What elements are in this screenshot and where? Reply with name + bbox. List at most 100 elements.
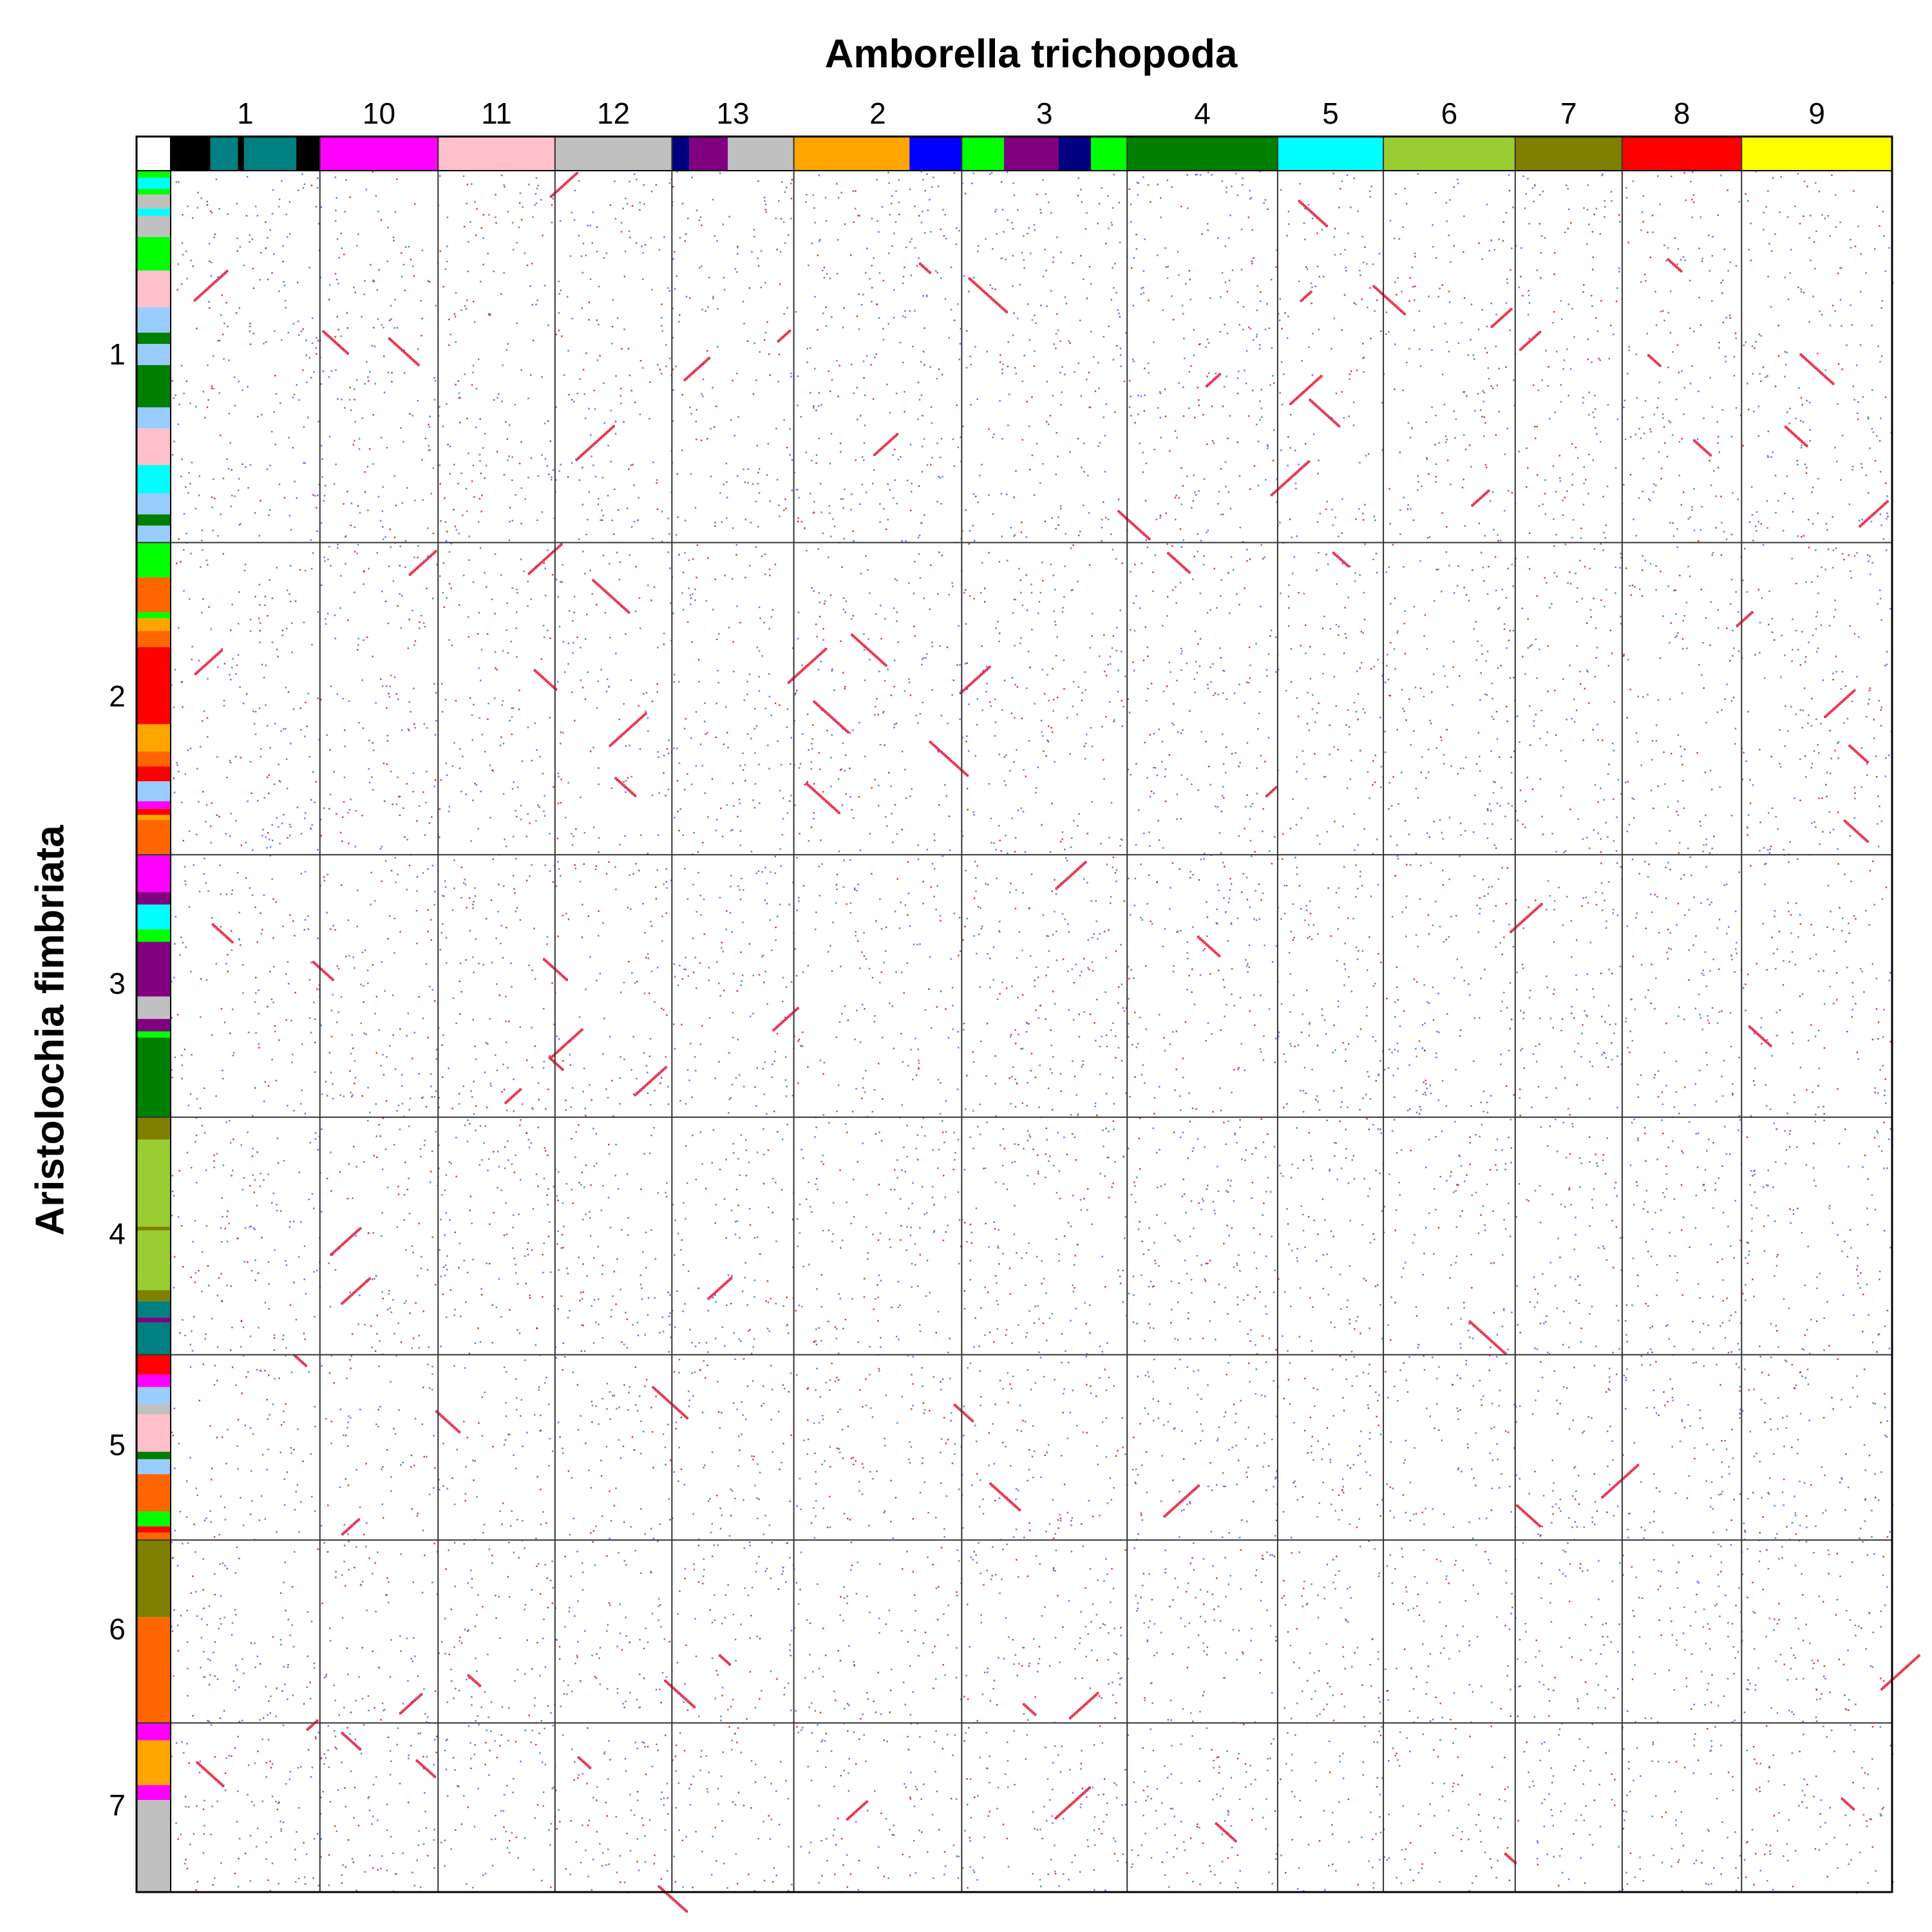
x-chromosome-label: 12 [597,97,630,130]
y-color-band [137,236,171,245]
x-color-band [210,137,238,171]
y-color-band [137,344,171,365]
y-color-band [137,929,171,942]
y-color-band [137,1031,171,1038]
y-color-band [137,526,171,543]
y-chromosome-label: 2 [109,679,126,713]
y-color-band [137,1290,171,1302]
y-color-band [137,618,171,631]
y-color-band [137,577,171,612]
y-color-band [137,820,171,855]
x-color-band [1622,137,1742,171]
y-color-band [137,1037,171,1117]
y-chromosome-label: 6 [109,1613,126,1646]
y-color-band [137,209,171,216]
x-chromosome-label: 2 [869,97,886,130]
y-color-band [137,1354,171,1375]
x-color-band [438,137,555,171]
y-color-band [137,1139,171,1227]
x-color-band [793,137,910,171]
x-color-band [672,137,690,171]
x-color-band [1091,137,1128,171]
y-color-band [137,1230,171,1291]
x-color-band [909,137,962,171]
y-color-band [137,1540,171,1618]
y-color-band [137,1226,171,1231]
x-color-band [1277,137,1384,171]
plot-frame [135,135,1893,1893]
y-chromosome-label: 1 [109,337,126,371]
x-chromosome-label: 9 [1808,97,1825,130]
y-color-band [137,245,171,271]
x-chromosome-label: 1 [237,97,254,130]
y-color-band [137,996,171,1019]
y-color-band [137,751,171,767]
y-color-band [137,465,171,493]
y-color-band [137,1374,171,1387]
y-color-band [137,189,171,195]
x-color-band [961,137,1005,171]
y-color-band [137,781,171,802]
y-color-band [137,407,171,429]
y-color-band [137,1785,171,1801]
y-color-band [137,177,171,189]
y-color-band [137,493,171,515]
x-color-band [1515,137,1622,171]
y-color-band [137,1414,171,1452]
y-color-band [137,1800,171,1892]
y-color-band [137,270,171,308]
y-color-band [137,724,171,752]
y-color-band [137,1452,171,1459]
y-color-band [137,612,171,619]
y-color-band [137,630,171,647]
y-color-band [137,942,171,997]
x-color-band [689,137,728,171]
x-chromosome-label: 3 [1036,97,1053,130]
y-color-band [137,815,171,820]
y-color-band [137,365,171,408]
y-color-band [137,1617,171,1723]
x-chromosome-label: 4 [1194,97,1211,130]
y-color-band [137,1117,171,1140]
x-color-band [243,137,297,171]
y-color-band [137,1387,171,1405]
x-chromosome-label: 7 [1560,97,1577,130]
y-color-band [137,307,171,333]
y-color-band [137,1740,171,1748]
y-color-band [137,1532,171,1540]
y-color-band [137,808,171,815]
y-color-band [137,1404,171,1415]
x-color-band [554,137,672,171]
y-color-band [137,1019,171,1032]
y-color-band [137,171,171,178]
y-color-band [137,1526,171,1533]
x-color-band [171,137,211,171]
y-color-band [137,194,171,209]
chart-title: Amborella trichopoda [825,32,1238,76]
x-color-band [296,137,320,171]
y-chromosome-label: 7 [109,1788,126,1822]
y-color-band [137,1723,171,1741]
y-color-band [137,1322,171,1355]
y-color-band [137,332,171,345]
y-color-band [137,1511,171,1527]
y-color-band [137,514,171,526]
x-color-band [1004,137,1059,171]
y-chromosome-label: 4 [109,1217,126,1250]
y-color-band [137,904,171,930]
y-chromosome-label: 3 [109,967,126,1000]
x-chromosome-label: 10 [363,97,395,130]
x-color-band [319,137,439,171]
x-color-band [238,137,244,171]
x-chromosome-label: 8 [1674,97,1690,130]
y-color-band [137,428,171,466]
y-color-band [137,855,171,893]
x-chromosome-label: 11 [481,97,512,130]
y-color-band [137,1301,171,1318]
y-color-band [137,892,171,905]
x-color-band [728,137,794,171]
y-color-band [137,1747,171,1785]
x-color-band [1383,137,1515,171]
y-axis-label: Aristolochia fimbriata [28,825,72,1236]
